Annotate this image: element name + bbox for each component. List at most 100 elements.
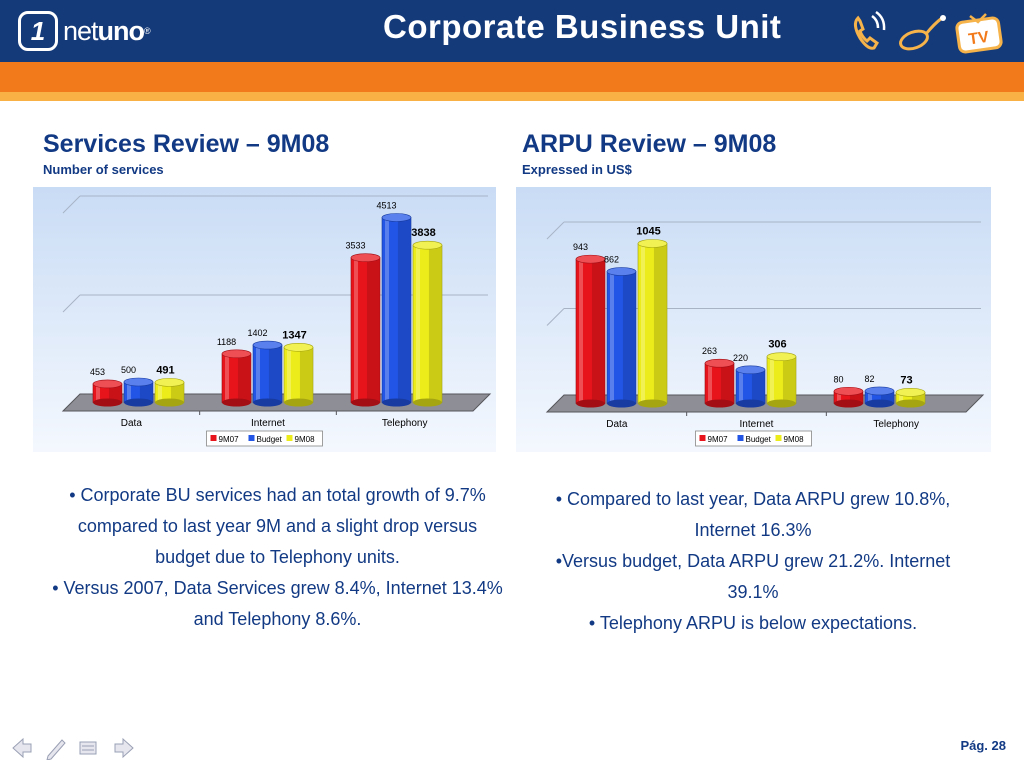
forward-arrow-icon[interactable] <box>114 737 134 759</box>
bar-top <box>350 253 381 262</box>
bar-9m08-data <box>637 239 668 408</box>
grid-line <box>546 308 565 326</box>
bar-highlight <box>868 390 872 404</box>
bar-highlight <box>416 245 420 403</box>
legend-box <box>695 430 812 447</box>
bar-base <box>284 398 313 407</box>
mouse-icon <box>899 15 946 51</box>
bar-budget-data <box>606 267 637 408</box>
bar-top <box>221 349 252 359</box>
x-tick-label: Data <box>121 418 143 429</box>
legend-label: 9M08 <box>784 435 805 444</box>
netuno-logo: 1 netuno ® <box>18 8 151 54</box>
bar-shadow <box>299 347 313 403</box>
bar-shadow <box>622 271 636 404</box>
bar-shadow <box>591 259 605 404</box>
arpu-review-subtitle: Expressed in US$ <box>522 162 632 177</box>
bar-base <box>896 399 925 408</box>
data-label: 491 <box>156 364 174 376</box>
arpu-bullet-2: •Versus budget, Data ARPU grew 21.2%. In… <box>555 551 951 602</box>
bar-top <box>766 352 797 361</box>
page-number: Pág. 28 <box>960 738 1006 753</box>
data-label: 3838 <box>411 227 435 239</box>
bar-9m07-telephony <box>350 253 381 407</box>
x-tick-label: Internet <box>740 419 774 430</box>
bar-base <box>382 398 411 407</box>
bar-base <box>607 399 636 408</box>
logo-wordmark: netuno <box>63 15 145 47</box>
legend-swatch <box>737 435 744 441</box>
x-tick-label: Internet <box>251 418 285 429</box>
arpu-bullet-3: • Telephony ARPU is below expectations. <box>588 613 918 633</box>
back-arrow-icon[interactable] <box>12 737 32 759</box>
bar-shadow <box>911 392 925 404</box>
arpu-bullet-1: • Compared to last year, Data ARPU grew … <box>555 489 951 540</box>
bar-highlight <box>158 382 162 403</box>
services-bullets: • Corporate BU services had an total gro… <box>50 480 505 635</box>
bar-highlight <box>708 363 712 404</box>
bar-budget-telephony <box>381 213 412 407</box>
bar-base <box>705 399 734 408</box>
logo-text-light: net <box>63 15 99 46</box>
bar-budget-internet <box>735 365 766 408</box>
legend-label: Budget <box>257 435 283 444</box>
menu-icon[interactable] <box>79 741 97 755</box>
data-label: 80 <box>833 374 843 384</box>
bar-9m08-internet <box>766 352 797 408</box>
bar-highlight <box>899 392 903 404</box>
arpu-review-title: ARPU Review – 9M08 <box>522 130 777 158</box>
x-tick-label: Telephony <box>873 419 919 430</box>
bar-9m07-telephony <box>833 386 864 408</box>
bar-top <box>864 386 895 396</box>
bar-top <box>606 267 637 276</box>
pen-icon[interactable] <box>46 739 66 760</box>
legend-label: Budget <box>746 435 772 444</box>
bar-highlight <box>641 243 645 404</box>
bar-highlight <box>127 382 131 403</box>
bar-top <box>637 239 668 248</box>
bar-base <box>413 398 442 407</box>
bar-highlight <box>610 271 614 404</box>
data-label: 943 <box>573 242 588 252</box>
legend-swatch <box>210 435 217 441</box>
bar-base <box>638 399 667 408</box>
data-label: 3533 <box>345 241 365 251</box>
bar-shadow <box>653 243 667 404</box>
arpu-chart: Data Internet Telephony 943 862 1045 263 220 306… <box>516 187 991 452</box>
data-label: 862 <box>604 255 619 265</box>
services-chart: Data Internet Telephony 453 500 491 1188 1402 13… <box>33 187 496 452</box>
bar-shadow <box>237 353 251 403</box>
bar-top <box>735 365 766 375</box>
bar-base <box>834 399 863 408</box>
bar-top <box>381 213 412 222</box>
logo-text-bold: uno <box>97 15 145 46</box>
data-label: 1045 <box>636 226 660 238</box>
legend-label: 9M07 <box>708 435 729 444</box>
bar-base <box>253 398 282 407</box>
legend-swatch <box>699 435 706 441</box>
data-label: 263 <box>702 346 717 356</box>
bar-top <box>154 378 185 387</box>
bar-highlight <box>770 356 774 404</box>
bar-highlight <box>287 347 291 403</box>
bar-shadow <box>751 369 765 404</box>
bar-highlight <box>385 217 389 403</box>
bar-base <box>124 398 153 407</box>
legend-label: 9M08 <box>295 435 316 444</box>
bar-shadow <box>782 356 796 404</box>
data-label: 4513 <box>376 201 396 211</box>
bar-base <box>865 399 894 408</box>
legend-swatch <box>286 435 293 441</box>
data-label: 453 <box>90 367 105 377</box>
bar-base <box>155 398 184 407</box>
bar-shadow <box>397 217 411 403</box>
legend-label: 9M07 <box>219 435 240 444</box>
bar-9m08-internet <box>283 342 314 407</box>
bar-9m08-telephony <box>895 388 926 408</box>
page-title: Corporate Business Unit <box>383 8 782 45</box>
bar-top <box>283 342 314 352</box>
tv-icon: TV <box>955 13 1003 54</box>
x-tick-label: Data <box>606 419 628 430</box>
bar-base <box>576 399 605 408</box>
bar-9m07-data <box>575 254 606 408</box>
